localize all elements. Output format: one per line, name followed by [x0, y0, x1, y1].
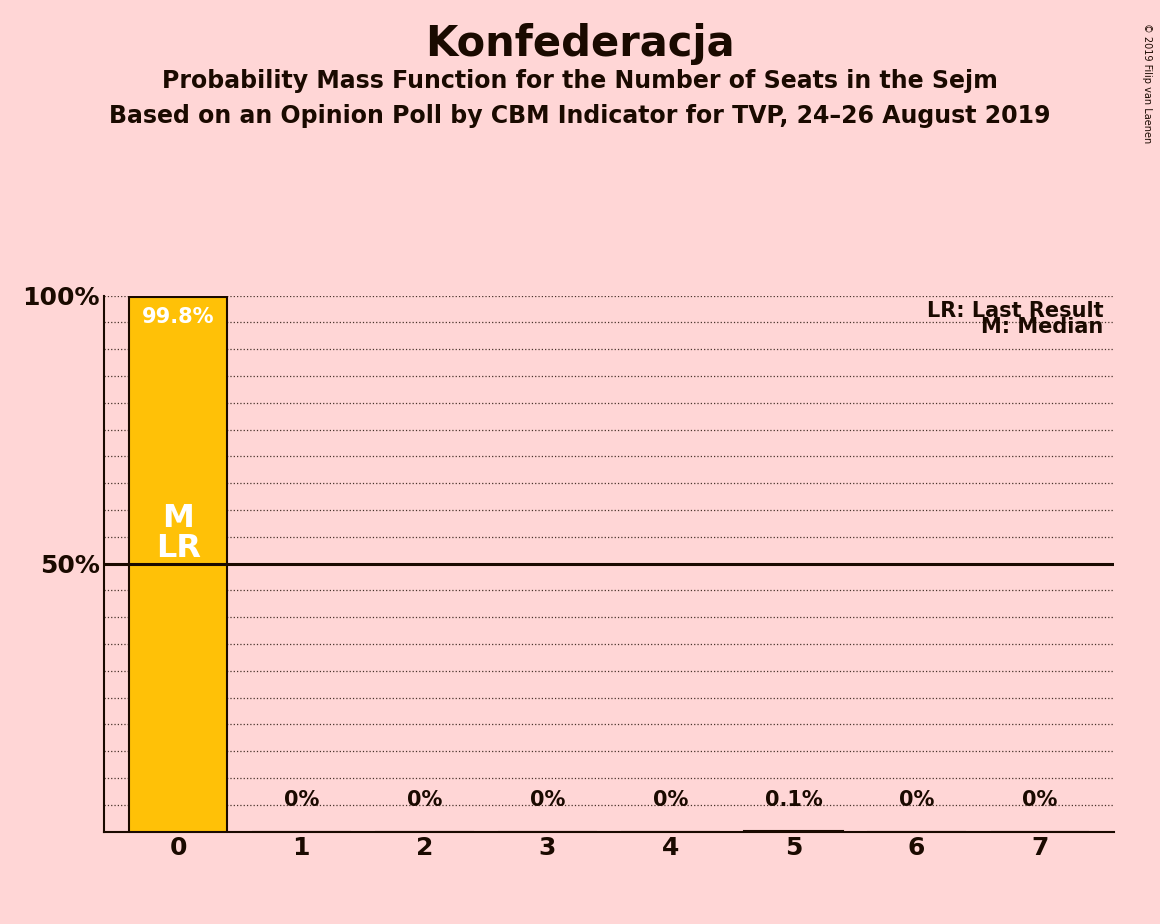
Text: 0%: 0% — [530, 790, 565, 810]
Bar — [129, 297, 227, 832]
Text: 99.8%: 99.8% — [142, 308, 215, 327]
Text: 0%: 0% — [653, 790, 688, 810]
Text: © 2019 Filip van Laenen: © 2019 Filip van Laenen — [1141, 23, 1152, 143]
Text: M: M — [162, 504, 194, 534]
Text: 0%: 0% — [407, 790, 442, 810]
Text: 0.1%: 0.1% — [764, 790, 822, 810]
Text: LR: Last Result: LR: Last Result — [927, 301, 1103, 321]
Text: Konfederacja: Konfederacja — [426, 23, 734, 65]
Text: Based on an Opinion Poll by CBM Indicator for TVP, 24–26 August 2019: Based on an Opinion Poll by CBM Indicato… — [109, 104, 1051, 128]
Text: 0%: 0% — [899, 790, 934, 810]
Text: Probability Mass Function for the Number of Seats in the Sejm: Probability Mass Function for the Number… — [162, 69, 998, 93]
Text: M: Median: M: Median — [981, 317, 1103, 337]
Text: 0%: 0% — [1022, 790, 1058, 810]
Text: 0%: 0% — [284, 790, 319, 810]
Text: LR: LR — [155, 532, 201, 564]
